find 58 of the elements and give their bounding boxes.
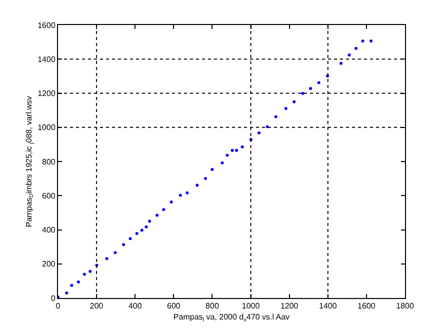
- x-tick-label: 600: [166, 302, 181, 311]
- point: [354, 46, 358, 50]
- x-tick-label: 200: [90, 302, 104, 311]
- point: [266, 125, 269, 128]
- point: [240, 145, 244, 148]
- y-tick-label: 800: [42, 157, 56, 166]
- point: [226, 154, 229, 157]
- point: [156, 214, 159, 217]
- y-tick-label: 200: [42, 260, 56, 269]
- y-tick-label: 1400: [38, 54, 56, 64]
- point: [82, 272, 86, 276]
- point: [162, 208, 166, 212]
- point: [140, 228, 144, 232]
- y-tick-label: 1200: [38, 89, 56, 98]
- x-tick-label: 1200: [280, 302, 299, 311]
- point: [76, 280, 80, 284]
- point: [196, 184, 199, 187]
- y-tick-label: 600: [42, 191, 56, 200]
- point: [274, 115, 278, 118]
- point: [135, 232, 138, 235]
- point: [204, 177, 207, 180]
- point: [348, 54, 351, 57]
- x-axis-title: Pampas$_{l}$ va, 2000 d$_{x}$470 vs.l Aav: [173, 312, 290, 324]
- point: [178, 194, 182, 197]
- x-tick-label: 800: [206, 302, 220, 311]
- point: [88, 270, 92, 273]
- point: [122, 243, 126, 246]
- point: [105, 257, 108, 260]
- point: [210, 168, 214, 172]
- point: [301, 92, 304, 95]
- x-tick-label: 400: [128, 302, 142, 311]
- point: [220, 161, 224, 164]
- point: [292, 100, 296, 104]
- point: [361, 40, 364, 43]
- point: [70, 284, 74, 287]
- y-tick-label: 400: [42, 226, 56, 235]
- x-tick-label: 1800: [396, 302, 414, 311]
- point: [170, 200, 173, 204]
- point: [340, 62, 342, 65]
- point: [258, 131, 261, 134]
- point: [317, 81, 320, 84]
- y-tick-label: 1600: [38, 20, 56, 30]
- x-tick-label: 1600: [358, 302, 376, 311]
- x-tick-label: 1000: [242, 302, 260, 311]
- point: [230, 148, 234, 152]
- point: [370, 40, 373, 43]
- point: [148, 220, 152, 223]
- point: [309, 86, 312, 90]
- y-tick-label: 0: [50, 294, 56, 303]
- point: [235, 148, 238, 152]
- point: [284, 106, 288, 110]
- point: [128, 237, 132, 240]
- point: [144, 225, 148, 228]
- point: [186, 191, 189, 194]
- x-tick-label: 1400: [318, 302, 338, 311]
- y-tick-label: 1000: [38, 123, 56, 132]
- point: [114, 251, 117, 254]
- point: [65, 292, 68, 295]
